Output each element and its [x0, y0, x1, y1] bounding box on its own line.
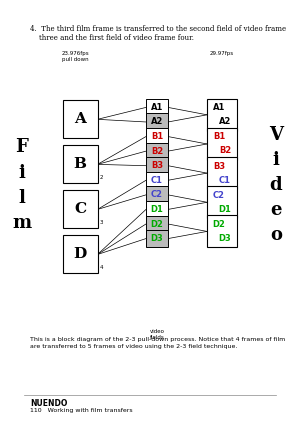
Text: 110   Working with film transfers: 110 Working with film transfers — [30, 408, 133, 413]
Text: 4: 4 — [100, 266, 103, 270]
Text: video
fields: video fields — [149, 329, 164, 340]
Text: A2: A2 — [219, 117, 231, 126]
Text: D1: D1 — [219, 205, 231, 214]
Text: This is a block diagram of the 2-3 pull-down process. Notice that 4 frames of fi: This is a block diagram of the 2-3 pull-… — [30, 337, 285, 348]
Text: A1: A1 — [213, 103, 225, 112]
Text: B3: B3 — [151, 161, 163, 170]
Text: B2: B2 — [151, 147, 163, 156]
Bar — [146, 201, 168, 218]
Text: D2: D2 — [213, 220, 225, 229]
Text: D3: D3 — [219, 234, 231, 243]
Text: B3: B3 — [213, 162, 225, 170]
Text: 3: 3 — [100, 221, 103, 225]
Bar — [207, 157, 237, 189]
Text: NUENDO: NUENDO — [30, 399, 68, 408]
Bar — [146, 186, 168, 203]
Text: C1: C1 — [151, 176, 163, 185]
Bar — [62, 100, 98, 138]
Bar — [62, 235, 98, 273]
Text: D3: D3 — [151, 234, 164, 243]
Bar — [207, 186, 237, 218]
Text: D2: D2 — [151, 219, 164, 229]
Text: A2: A2 — [151, 117, 163, 127]
Text: 29.97fps: 29.97fps — [210, 51, 234, 56]
Bar — [62, 190, 98, 228]
Text: 4.  The third film frame is transferred to the second field of video frame
    t: 4. The third film frame is transferred t… — [30, 25, 286, 42]
Text: D: D — [74, 247, 87, 261]
Bar — [146, 172, 168, 189]
Bar — [146, 128, 168, 145]
Bar — [146, 157, 168, 174]
Bar — [146, 113, 168, 130]
Bar — [62, 145, 98, 183]
Text: 23.976fps
pull down: 23.976fps pull down — [61, 51, 89, 62]
Bar — [146, 230, 168, 247]
Text: B1: B1 — [151, 132, 163, 141]
Bar — [207, 215, 237, 247]
Bar — [146, 99, 168, 116]
Text: F
i
l
m: F i l m — [12, 139, 32, 232]
Text: 2: 2 — [100, 176, 103, 180]
Text: A: A — [74, 112, 86, 126]
Bar — [146, 215, 168, 232]
Text: C2: C2 — [213, 191, 225, 200]
Bar — [207, 99, 237, 131]
Text: B2: B2 — [219, 147, 231, 156]
Text: C: C — [74, 202, 86, 216]
Text: B: B — [74, 157, 86, 171]
Text: D1: D1 — [151, 205, 164, 214]
Bar — [146, 143, 168, 160]
Text: C1: C1 — [219, 176, 231, 184]
Text: B1: B1 — [213, 133, 225, 142]
Bar — [207, 128, 237, 160]
Text: C2: C2 — [151, 190, 163, 199]
Text: A1: A1 — [151, 103, 163, 112]
Text: V
i
d
e
o: V i d e o — [269, 126, 283, 244]
